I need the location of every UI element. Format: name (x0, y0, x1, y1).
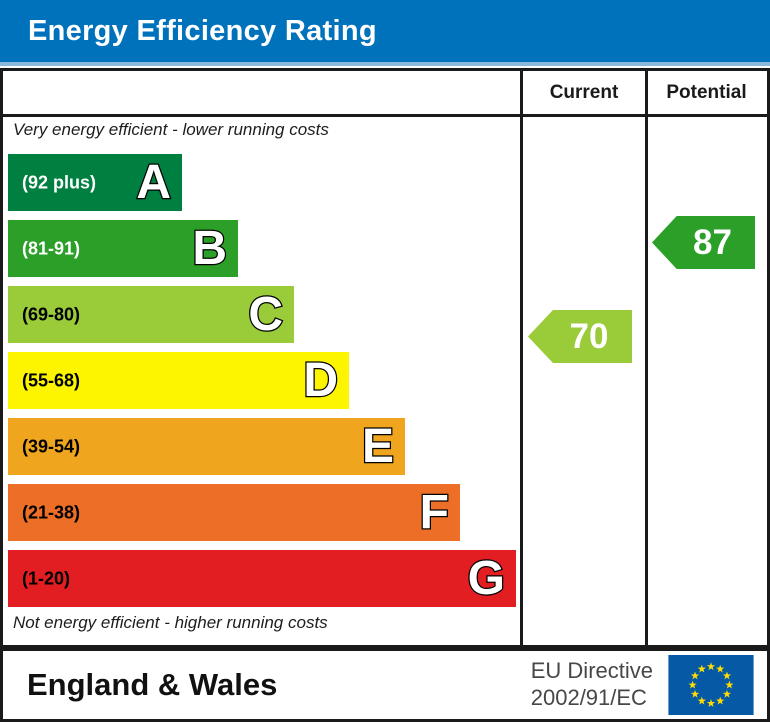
column-header-potential: Potential (666, 82, 747, 103)
band-range-label: (69-80) (22, 304, 81, 324)
band-letter: C (247, 287, 284, 341)
potential-rating-arrow: 87 (652, 216, 755, 269)
caption-not-efficient: Not energy efficient - higher running co… (13, 613, 328, 632)
band-letter: B (191, 221, 228, 275)
band-bar-g: (1-20) G (8, 550, 516, 607)
page-title: Energy Efficiency Rating (28, 14, 377, 47)
band-letter: G (466, 551, 506, 605)
region-label: England & Wales (27, 667, 278, 702)
band-bar-e: (39-54) E (8, 418, 405, 475)
column-divider (645, 71, 648, 645)
footer-right-group: EU Directive 2002/91/EC (531, 655, 755, 715)
eu-directive-label: EU Directive 2002/91/EC (531, 658, 653, 712)
band-range-label: (1-20) (22, 568, 71, 588)
band-range-label: (55-68) (22, 370, 81, 390)
title-bar-accent-strip (0, 62, 770, 66)
table-header-row: Current Potential (3, 71, 767, 117)
band-letter: F (418, 485, 450, 539)
current-rating-arrow: 70 (528, 310, 632, 363)
title-bar: Energy Efficiency Rating (0, 0, 770, 62)
footer-bar: England & Wales EU Directive 2002/91/EC (0, 648, 770, 722)
eu-directive-line2: 2002/91/EC (530, 685, 647, 710)
caption-very-efficient: Very energy efficient - lower running co… (13, 120, 329, 139)
eu-flag-icon (668, 655, 754, 715)
band-range-label: (39-54) (22, 436, 81, 456)
rating-bands: (92 plus) A (81-91) B (69-80) C (55-68) … (8, 154, 520, 616)
band-range-label: (92 plus) (22, 172, 97, 192)
band-range-label: (21-38) (22, 502, 81, 522)
band-bar-a: (92 plus) A (8, 154, 182, 211)
band-bar-b: (81-91) B (8, 220, 238, 277)
column-header-current: Current (549, 82, 619, 103)
column-divider (520, 71, 523, 645)
band-range-label: (81-91) (22, 238, 81, 258)
rating-table: Current Potential Very energy efficient … (0, 68, 770, 648)
eu-directive-line1: EU Directive (530, 658, 653, 684)
band-bar-f: (21-38) F (8, 484, 460, 541)
potential-rating-value: 87 (693, 223, 732, 262)
band-letter: E (361, 419, 396, 473)
band-letter: A (135, 155, 172, 209)
band-letter: D (302, 353, 339, 407)
band-bar-c: (69-80) C (8, 286, 294, 343)
current-rating-value: 70 (569, 317, 609, 356)
band-bar-d: (55-68) D (8, 352, 349, 409)
